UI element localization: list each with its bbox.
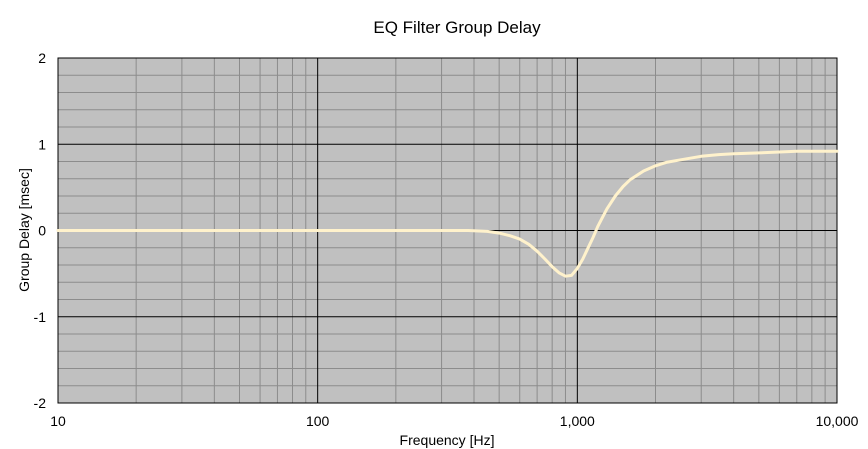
x-tick-label: 10,000 (816, 413, 859, 429)
y-tick-label: -2 (34, 395, 47, 411)
y-tick-label: -1 (34, 309, 47, 325)
y-tick-labels: 2 1 0 -1 -2 (34, 50, 47, 411)
x-axis-label: Frequency [Hz] (400, 432, 495, 448)
x-tick-label: 100 (306, 413, 330, 429)
x-tick-label: 10 (50, 413, 66, 429)
x-tick-label: 1,000 (560, 413, 595, 429)
y-tick-label: 1 (38, 136, 46, 152)
y-tick-label: 2 (38, 50, 46, 66)
chart-title: EQ Filter Group Delay (373, 18, 541, 37)
y-tick-label: 0 (38, 223, 46, 239)
y-axis-label: Group Delay [msec] (16, 168, 32, 292)
group-delay-series-line (56, 149, 839, 278)
x-tick-labels: 10 100 1,000 10,000 (50, 413, 858, 429)
